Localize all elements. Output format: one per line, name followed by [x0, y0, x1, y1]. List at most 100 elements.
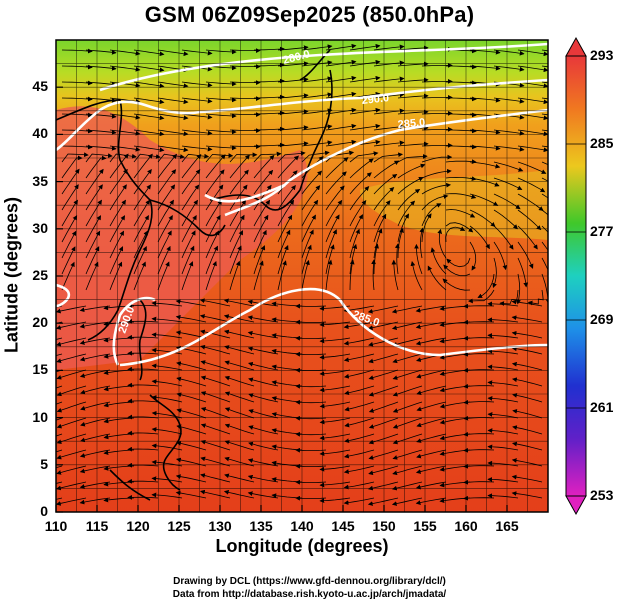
- streamline: [248, 377, 279, 387]
- streamline: [253, 78, 285, 84]
- streamline: [85, 246, 100, 275]
- streamline: [85, 184, 103, 211]
- streamline: [295, 383, 327, 389]
- streamline: [391, 305, 423, 314]
- streamline: [301, 44, 333, 51]
- streamline: [157, 113, 189, 121]
- streamline: [127, 350, 159, 356]
- streamline: [151, 347, 183, 355]
- streamline: [487, 317, 519, 323]
- streamline: [301, 244, 312, 275]
- streamline: [61, 64, 93, 70]
- streamline: [133, 199, 150, 227]
- streamline: [175, 474, 207, 483]
- streamline: [349, 199, 367, 227]
- streamline: [253, 199, 271, 227]
- streamline: [397, 93, 429, 99]
- streamline: [469, 161, 501, 169]
- streamline: [421, 168, 452, 179]
- streamline: [157, 230, 172, 259]
- streamline: [493, 193, 521, 210]
- streamline: [349, 151, 379, 163]
- streamline: [157, 184, 176, 211]
- streamline: [368, 465, 399, 476]
- streamline: [56, 465, 63, 469]
- streamline: [151, 427, 183, 435]
- streamline: [56, 337, 63, 340]
- streamline: [397, 213, 410, 243]
- streamline: [437, 228, 447, 259]
- streamline: [487, 348, 519, 355]
- streamline: [541, 161, 548, 166]
- streamline: [200, 439, 231, 451]
- streamline: [493, 161, 524, 172]
- streamline: [61, 48, 93, 54]
- streamline: [469, 129, 501, 135]
- streamline: [397, 163, 426, 179]
- streamline: [349, 186, 370, 211]
- streamline: [487, 460, 519, 467]
- streamline: [85, 199, 102, 227]
- streamline: [56, 337, 87, 347]
- streamline: [517, 193, 544, 211]
- colorbar: [565, 55, 587, 497]
- streamline: [56, 353, 63, 357]
- streamline: [277, 93, 309, 99]
- streamline: [224, 440, 255, 451]
- streamline: [463, 383, 495, 389]
- streamline: [517, 65, 548, 73]
- streamline: [344, 385, 375, 396]
- streamline: [325, 123, 357, 131]
- streamline: [277, 77, 309, 83]
- streamline: [344, 449, 375, 459]
- x-tick-label: 125: [167, 518, 191, 534]
- streamline: [176, 376, 207, 387]
- streamline: [349, 243, 358, 275]
- streamline: [277, 199, 295, 227]
- y-tick-label: 40: [32, 125, 48, 142]
- streamline: [325, 150, 355, 163]
- streamline: [392, 369, 423, 380]
- streamline: [223, 314, 255, 323]
- streamline: [416, 401, 447, 412]
- streamline: [85, 81, 117, 87]
- streamline: [200, 407, 231, 419]
- streamline: [277, 244, 289, 275]
- y-tick-label: 25: [32, 267, 48, 283]
- streamline: [397, 45, 429, 51]
- streamline: [56, 417, 63, 421]
- streamline: [253, 126, 285, 132]
- streamline: [151, 395, 183, 403]
- streamline: [349, 123, 381, 131]
- streamline: [445, 193, 477, 199]
- streamline: [469, 97, 501, 103]
- streamline: [56, 369, 87, 380]
- streamline: [397, 61, 429, 67]
- streamline: [477, 273, 495, 298]
- streamline: [301, 229, 314, 259]
- streamline: [442, 278, 471, 291]
- streamline: [527, 289, 544, 306]
- streamline: [541, 81, 548, 84]
- streamline: [517, 49, 548, 57]
- streamline: [175, 490, 207, 499]
- streamline: [277, 141, 309, 147]
- streamline: [229, 96, 261, 101]
- streamline: [541, 273, 548, 304]
- colorbar-ticks: [566, 55, 586, 497]
- streamline: [487, 396, 519, 403]
- streamline: [133, 245, 147, 275]
- streamline: [367, 497, 399, 506]
- streamline: [151, 332, 183, 339]
- y-tick-label: 10: [32, 408, 48, 425]
- streamline: [176, 361, 207, 371]
- streamline: [416, 417, 447, 428]
- streamline: [56, 401, 63, 405]
- streamline: [469, 241, 477, 271]
- colorbar-tick-label: 277: [590, 223, 614, 239]
- streamline: [349, 214, 363, 243]
- streamline: [319, 433, 351, 441]
- streamline: [151, 492, 183, 499]
- streamline: [445, 209, 476, 218]
- streamline: [295, 335, 327, 341]
